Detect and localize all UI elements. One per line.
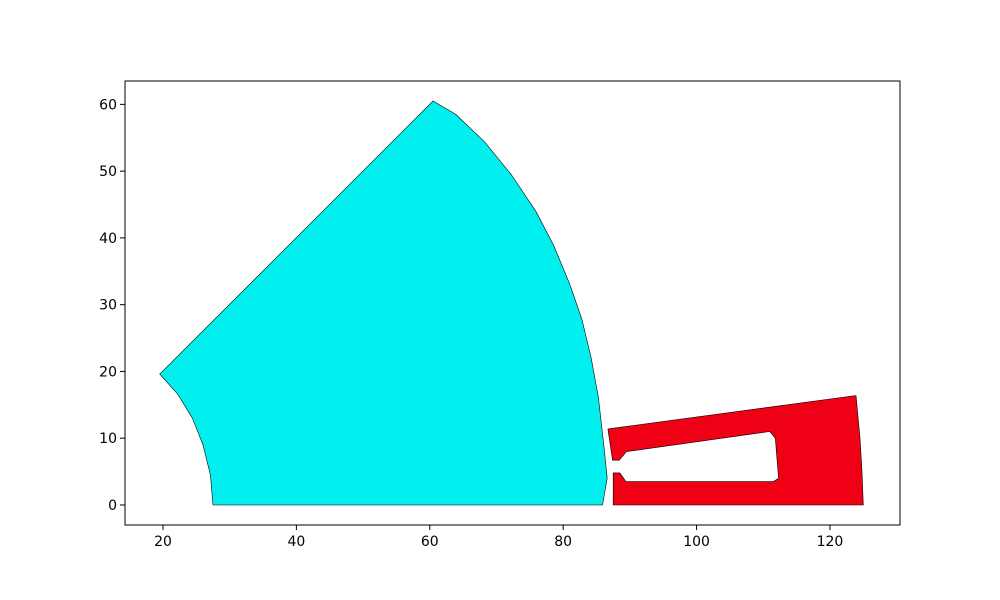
shape-sector	[159, 100, 608, 506]
y-tick-label: 20	[99, 364, 117, 380]
x-tick-label: 20	[154, 534, 172, 550]
y-tick-label: 10	[99, 431, 117, 447]
x-tick-label: 40	[287, 534, 305, 550]
shapes-layer	[159, 100, 864, 506]
y-tick-label: 60	[99, 97, 117, 113]
y-tick-label: 0	[108, 498, 117, 514]
y-axis-ticks: 0 10 20 30 40 50 60	[99, 97, 125, 514]
plot-frame	[124, 80, 901, 526]
y-tick-label: 40	[99, 231, 117, 247]
x-tick-label: 120	[817, 534, 844, 550]
shape-slotted-tooth	[607, 395, 864, 506]
x-tick-label: 100	[683, 534, 710, 550]
x-tick-label: 80	[554, 534, 572, 550]
y-tick-label: 50	[99, 164, 117, 180]
y-tick-label: 30	[99, 298, 117, 314]
x-axis-ticks: 20 40 60 80 100 120	[154, 525, 843, 550]
x-tick-label: 60	[421, 534, 439, 550]
